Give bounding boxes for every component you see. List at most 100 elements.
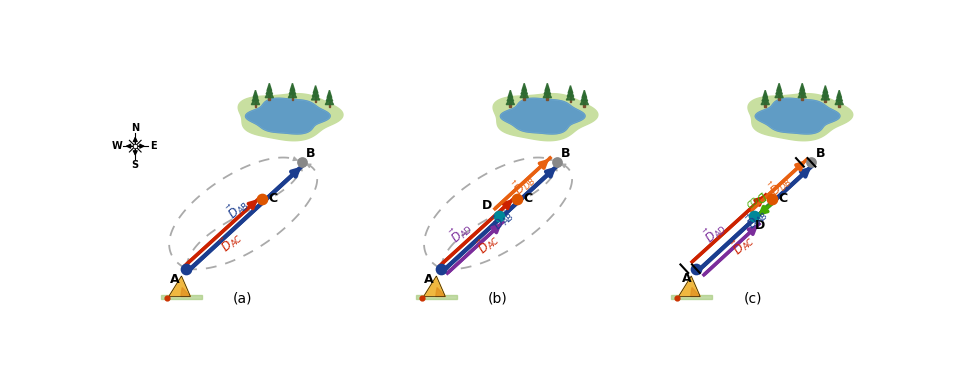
Polygon shape	[776, 86, 783, 94]
Polygon shape	[836, 93, 843, 101]
Point	[415, 295, 430, 301]
Point	[491, 213, 507, 219]
Polygon shape	[778, 95, 780, 100]
Text: (b): (b)	[487, 292, 508, 306]
Polygon shape	[315, 97, 317, 102]
Polygon shape	[582, 90, 586, 98]
Polygon shape	[545, 83, 550, 91]
Point	[179, 266, 194, 272]
Polygon shape	[289, 86, 296, 94]
Polygon shape	[755, 98, 840, 134]
Text: (a): (a)	[233, 292, 252, 306]
Polygon shape	[544, 86, 551, 94]
Point	[746, 213, 761, 219]
Polygon shape	[521, 86, 527, 94]
Text: A: A	[424, 273, 434, 287]
Text: C: C	[268, 192, 278, 205]
Polygon shape	[326, 93, 333, 101]
Polygon shape	[500, 98, 585, 134]
Text: B: B	[816, 147, 825, 160]
Polygon shape	[581, 98, 588, 104]
Text: B: B	[306, 147, 316, 160]
Polygon shape	[800, 83, 805, 91]
Polygon shape	[252, 93, 258, 101]
Polygon shape	[584, 102, 586, 107]
Polygon shape	[510, 102, 512, 107]
Polygon shape	[522, 83, 526, 91]
Point	[688, 266, 704, 272]
Point	[670, 295, 686, 301]
Polygon shape	[777, 83, 782, 91]
Polygon shape	[679, 276, 700, 296]
Point	[764, 196, 780, 202]
Polygon shape	[567, 89, 574, 96]
Text: $\vec{D}_{AD}$: $\vec{D}_{AD}$	[447, 218, 476, 248]
Polygon shape	[328, 102, 330, 107]
Polygon shape	[312, 93, 319, 100]
Point	[127, 143, 143, 149]
Polygon shape	[169, 276, 190, 296]
Polygon shape	[493, 94, 598, 141]
Polygon shape	[254, 102, 256, 107]
Polygon shape	[253, 90, 257, 98]
Polygon shape	[690, 288, 700, 296]
Polygon shape	[837, 90, 842, 98]
Polygon shape	[755, 98, 840, 134]
Point	[433, 266, 449, 272]
Polygon shape	[762, 93, 768, 101]
Text: $\vec{D}_{CD}$: $\vec{D}_{CD}$	[742, 186, 772, 215]
Polygon shape	[251, 98, 259, 104]
Polygon shape	[835, 98, 844, 104]
Polygon shape	[506, 98, 515, 104]
Polygon shape	[761, 98, 769, 104]
Polygon shape	[568, 86, 573, 93]
Polygon shape	[416, 295, 456, 299]
Text: C: C	[778, 192, 787, 205]
Text: $\vec{D}_{AC}$: $\vec{D}_{AC}$	[728, 230, 758, 259]
Point	[254, 196, 270, 202]
Text: (c): (c)	[743, 292, 762, 306]
Point	[804, 159, 820, 165]
Text: N: N	[131, 123, 139, 133]
Polygon shape	[181, 288, 190, 296]
Polygon shape	[267, 83, 272, 91]
Polygon shape	[291, 95, 293, 100]
Polygon shape	[325, 98, 334, 104]
Text: $\vec{D}_{AB}$: $\vec{D}_{AB}$	[742, 205, 771, 234]
Polygon shape	[764, 102, 766, 107]
Polygon shape	[268, 95, 270, 100]
Polygon shape	[824, 97, 826, 102]
Point	[549, 159, 564, 165]
Text: C: C	[523, 192, 532, 205]
Polygon shape	[238, 94, 343, 141]
Polygon shape	[838, 102, 840, 107]
Text: $\vec{D}_{AD}$: $\vec{D}_{AD}$	[700, 217, 730, 247]
Polygon shape	[523, 95, 525, 100]
Text: B: B	[561, 147, 571, 160]
Point	[294, 159, 310, 165]
Polygon shape	[822, 89, 828, 96]
Polygon shape	[313, 89, 318, 96]
Polygon shape	[423, 276, 446, 296]
Text: A: A	[170, 273, 180, 287]
Polygon shape	[436, 288, 446, 296]
Polygon shape	[775, 91, 784, 98]
Text: S: S	[132, 160, 139, 170]
Text: $\vec{D}_{AB}$: $\vec{D}_{AB}$	[223, 194, 252, 223]
Polygon shape	[265, 91, 274, 98]
Text: $\vec{D}_{DB}$: $\vec{D}_{DB}$	[764, 171, 794, 200]
Text: $\vec{D}_{AC}$: $\vec{D}_{AC}$	[216, 226, 246, 256]
Polygon shape	[161, 295, 202, 299]
Text: A: A	[682, 272, 691, 285]
Polygon shape	[500, 98, 585, 134]
Polygon shape	[581, 93, 587, 101]
Polygon shape	[246, 98, 330, 134]
Polygon shape	[798, 91, 806, 98]
Polygon shape	[763, 90, 767, 98]
Polygon shape	[566, 93, 575, 100]
Text: E: E	[151, 141, 157, 151]
Polygon shape	[327, 90, 332, 98]
Polygon shape	[547, 95, 549, 100]
Text: $\vec{D}_{DB}$: $\vec{D}_{DB}$	[509, 170, 539, 199]
Polygon shape	[246, 98, 330, 134]
